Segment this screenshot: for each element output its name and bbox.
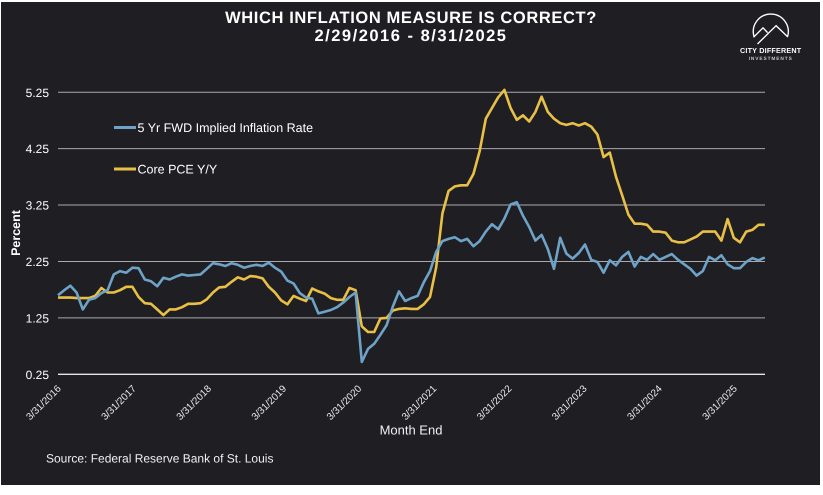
svg-text:WHICH INFLATION MEASURE IS COR: WHICH INFLATION MEASURE IS CORRECT?: [225, 9, 597, 27]
svg-text:1.25: 1.25: [26, 312, 50, 326]
svg-text:2.25: 2.25: [26, 255, 50, 269]
svg-text:2/29/2016 - 8/31/2025: 2/29/2016 - 8/31/2025: [315, 27, 508, 45]
svg-text:INVESTMENTS: INVESTMENTS: [749, 56, 793, 62]
svg-text:4.25: 4.25: [26, 142, 50, 156]
svg-text:Percent: Percent: [9, 209, 23, 256]
svg-text:3.25: 3.25: [26, 199, 50, 213]
svg-text:CITY DIFFERENT: CITY DIFFERENT: [740, 46, 802, 55]
svg-text:Core PCE Y/Y: Core PCE Y/Y: [138, 163, 218, 177]
svg-text:5.25: 5.25: [26, 86, 50, 100]
svg-text:0.25: 0.25: [26, 368, 50, 382]
svg-text:5 Yr FWD Implied Inflation Rat: 5 Yr FWD Implied Inflation Rate: [138, 121, 314, 135]
svg-text:Month End: Month End: [380, 423, 443, 438]
svg-text:Source: Federal Reserve Bank o: Source: Federal Reserve Bank of St. Loui…: [46, 452, 273, 466]
